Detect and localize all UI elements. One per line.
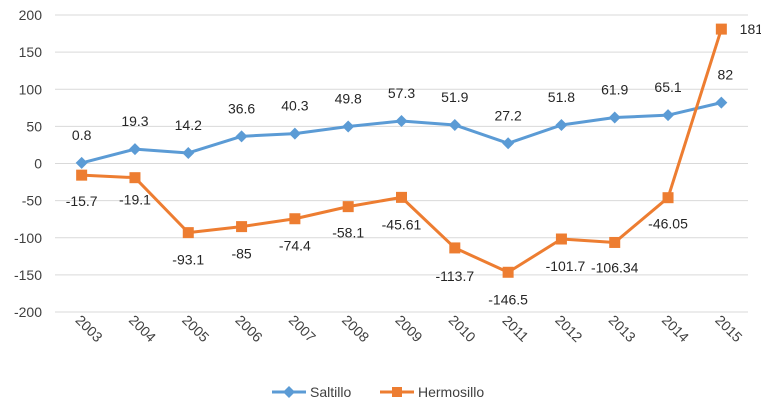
point-marker-hermosillo xyxy=(76,169,88,181)
point-marker-hermosillo xyxy=(449,242,461,254)
x-axis-tick-labels: 2003 2004 2005 2006 2007 2008 2009 2010 2011 2012… xyxy=(73,312,746,345)
point-marker-saltillo xyxy=(75,156,88,169)
data-label-saltillo: 40.3 xyxy=(281,98,308,114)
point-marker-saltillo xyxy=(608,111,621,124)
data-label-hermosillo: -93.1 xyxy=(172,252,204,268)
point-marker-hermosillo xyxy=(609,236,621,248)
x-tick-label: 2003 xyxy=(73,312,106,345)
point-marker-hermosillo xyxy=(715,23,727,35)
data-label-saltillo: 51.9 xyxy=(441,89,468,105)
point-marker-saltillo xyxy=(288,127,301,140)
point-marker-saltillo xyxy=(448,118,461,131)
data-label-hermosillo: -74.4 xyxy=(279,238,311,254)
legend-hermosillo-marker xyxy=(392,387,402,397)
y-tick-label: -200 xyxy=(14,304,42,320)
point-marker-saltillo xyxy=(662,109,675,122)
y-axis-tick-labels: 200 150 100 50 0 -50 -100 -150 -200 xyxy=(14,7,42,320)
series-lines xyxy=(75,23,728,278)
point-marker-hermosillo xyxy=(129,172,141,184)
data-labels: 0.8 19.3 14.2 36.6 40.3 49.8 57.3 51.9 27.2 51.8 6… xyxy=(66,21,761,307)
point-marker-hermosillo xyxy=(182,227,194,239)
point-marker-hermosillo xyxy=(662,192,674,204)
y-tick-label: 100 xyxy=(19,81,43,97)
data-label-saltillo: 27.2 xyxy=(494,107,521,123)
series-line-hermosillo xyxy=(81,28,723,274)
x-tick-label: 2006 xyxy=(232,312,265,345)
data-label-saltillo: 19.3 xyxy=(121,113,148,129)
data-label-saltillo: 51.8 xyxy=(548,89,575,105)
data-label-hermosillo: -58.1 xyxy=(332,225,364,241)
x-tick-label: 2011 xyxy=(499,312,532,345)
data-label-saltillo: 65.1 xyxy=(654,79,681,95)
point-marker-hermosillo xyxy=(396,191,407,203)
data-label-hermosillo: -46.05 xyxy=(648,216,688,232)
x-tick-label: 2012 xyxy=(552,312,585,345)
point-marker-hermosillo xyxy=(236,221,248,233)
y-tick-label: 200 xyxy=(19,7,43,23)
data-label-hermosillo: -85 xyxy=(231,246,251,262)
legend-saltillo-label: Saltillo xyxy=(310,384,351,400)
point-marker-saltillo xyxy=(182,146,195,159)
data-label-hermosillo: 181 xyxy=(740,21,761,37)
x-tick-label: 2009 xyxy=(392,312,425,345)
y-tick-label: 0 xyxy=(34,156,42,172)
point-marker-saltillo xyxy=(235,130,248,143)
data-label-saltillo: 36.6 xyxy=(228,100,255,116)
legend: Saltillo Hermosillo xyxy=(272,384,484,400)
data-label-hermosillo: -19.1 xyxy=(119,192,151,208)
data-label-saltillo: 0.8 xyxy=(72,127,92,143)
point-marker-hermosillo xyxy=(342,201,354,213)
y-tick-label: -50 xyxy=(22,193,42,209)
data-label-hermosillo: -146.5 xyxy=(488,291,528,307)
y-tick-label: -100 xyxy=(14,230,42,246)
point-marker-hermosillo xyxy=(502,266,514,278)
legend-saltillo-marker xyxy=(283,386,295,398)
point-marker-saltillo xyxy=(395,114,408,127)
x-tick-label: 2008 xyxy=(339,312,372,345)
gridlines xyxy=(55,14,748,313)
x-tick-label: 2004 xyxy=(126,312,159,345)
x-tick-label: 2014 xyxy=(659,312,692,345)
x-tick-label: 2010 xyxy=(446,312,479,345)
data-label-saltillo: 61.9 xyxy=(601,82,628,98)
point-marker-saltillo xyxy=(555,119,568,132)
data-label-hermosillo: -101.7 xyxy=(546,258,586,274)
data-label-saltillo: 57.3 xyxy=(388,85,415,101)
point-marker-saltillo xyxy=(715,96,728,109)
x-tick-label: 2013 xyxy=(606,312,639,345)
y-tick-label: 150 xyxy=(19,44,43,60)
data-label-hermosillo: -15.7 xyxy=(66,193,98,209)
y-tick-label: -150 xyxy=(14,267,42,283)
data-label-saltillo: 49.8 xyxy=(335,91,362,107)
x-tick-label: 2015 xyxy=(712,312,745,345)
point-marker-hermosillo xyxy=(555,233,567,245)
point-marker-saltillo xyxy=(128,143,141,156)
x-tick-label: 2007 xyxy=(286,312,319,345)
point-marker-saltillo xyxy=(502,137,515,150)
data-label-hermosillo: -45.61 xyxy=(382,216,422,232)
legend-hermosillo-label: Hermosillo xyxy=(418,384,484,400)
point-marker-saltillo xyxy=(342,120,355,133)
data-label-saltillo: 82 xyxy=(718,67,734,83)
y-tick-label: 50 xyxy=(26,118,42,134)
data-label-hermosillo: -113.7 xyxy=(435,268,474,284)
x-tick-label: 2005 xyxy=(179,312,212,345)
data-label-saltillo: 14.2 xyxy=(175,117,202,133)
point-marker-hermosillo xyxy=(289,213,301,225)
data-label-hermosillo: -106.34 xyxy=(591,259,639,275)
